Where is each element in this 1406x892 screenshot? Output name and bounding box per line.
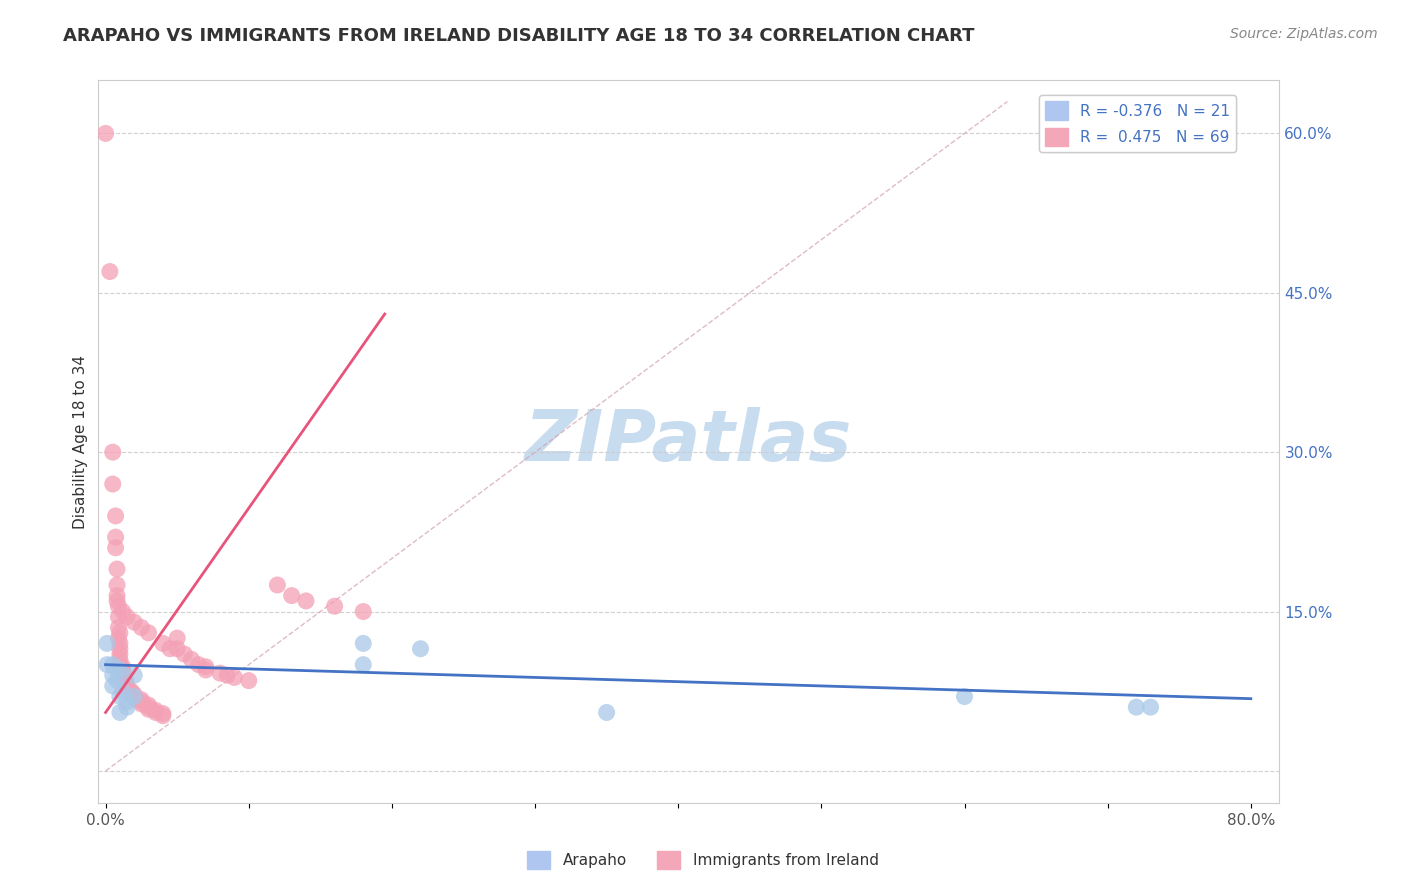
Point [96, 657, 118, 672]
Point [115, 695, 138, 709]
Point [145, 706, 167, 720]
Point [105, 594, 128, 608]
Point [101, 668, 124, 682]
Point [101, 657, 124, 672]
Point [953, 690, 976, 704]
Point [105, 562, 128, 576]
Point [108, 706, 131, 720]
Text: ARAPAHO VS IMMIGRANTS FROM IRELAND DISABILITY AGE 18 TO 34 CORRELATION CHART: ARAPAHO VS IMMIGRANTS FROM IRELAND DISAB… [63, 27, 974, 45]
Point [115, 610, 138, 624]
Y-axis label: Disability Age 18 to 34: Disability Age 18 to 34 [73, 354, 89, 529]
Point [180, 652, 202, 666]
Point [112, 670, 135, 684]
Point [131, 692, 153, 706]
Point [105, 589, 128, 603]
Point [352, 605, 374, 619]
Point [107, 599, 129, 614]
Point [138, 625, 160, 640]
Point [111, 663, 134, 677]
Point [595, 706, 617, 720]
Point [209, 666, 232, 681]
Point [108, 641, 131, 656]
Point [115, 681, 138, 695]
Point [108, 690, 131, 704]
Point [131, 620, 153, 634]
Point [101, 679, 124, 693]
Point [138, 700, 160, 714]
Point [1125, 700, 1147, 714]
Legend: Arapaho, Immigrants from Ireland: Arapaho, Immigrants from Ireland [522, 845, 884, 875]
Point [138, 702, 160, 716]
Point [323, 599, 346, 614]
Point [108, 636, 131, 650]
Point [194, 660, 217, 674]
Point [108, 657, 131, 672]
Point [122, 691, 145, 706]
Point [166, 631, 188, 645]
Point [1139, 700, 1161, 714]
Point [111, 666, 134, 681]
Point [101, 477, 124, 491]
Point [111, 605, 134, 619]
Point [266, 578, 288, 592]
Point [114, 675, 136, 690]
Point [238, 673, 260, 688]
Point [131, 695, 153, 709]
Point [122, 668, 145, 682]
Point [112, 668, 135, 682]
Text: ZIPatlas: ZIPatlas [526, 407, 852, 476]
Point [152, 708, 174, 723]
Point [352, 657, 374, 672]
Point [122, 615, 145, 630]
Point [96, 636, 118, 650]
Point [122, 687, 145, 701]
Point [280, 589, 302, 603]
Point [105, 578, 128, 592]
Point [122, 690, 145, 704]
Point [105, 663, 128, 677]
Point [107, 620, 129, 634]
Point [295, 594, 318, 608]
Point [152, 636, 174, 650]
Point [114, 673, 136, 688]
Point [131, 697, 153, 711]
Point [115, 679, 138, 693]
Point [115, 700, 138, 714]
Point [111, 684, 134, 698]
Point [187, 657, 209, 672]
Point [120, 684, 142, 698]
Point [108, 647, 131, 661]
Point [409, 641, 432, 656]
Point [145, 703, 167, 717]
Point [104, 508, 127, 523]
Point [166, 641, 188, 656]
Point [101, 445, 124, 459]
Point [173, 647, 195, 661]
Point [107, 610, 129, 624]
Legend: R = -0.376   N = 21, R =  0.475   N = 69: R = -0.376 N = 21, R = 0.475 N = 69 [1039, 95, 1236, 153]
Point [194, 663, 217, 677]
Point [159, 641, 181, 656]
Point [104, 530, 127, 544]
Point [224, 670, 246, 684]
Point [111, 660, 134, 674]
Text: Source: ZipAtlas.com: Source: ZipAtlas.com [1230, 27, 1378, 41]
Point [108, 625, 131, 640]
Point [98, 264, 121, 278]
Point [117, 683, 139, 698]
Point [152, 706, 174, 721]
Point [217, 668, 239, 682]
Point [120, 686, 142, 700]
Point [122, 690, 145, 704]
Point [108, 663, 131, 677]
Point [352, 636, 374, 650]
Point [138, 698, 160, 712]
Point [108, 652, 131, 666]
Point [105, 673, 128, 688]
Point [94, 127, 117, 141]
Point [107, 631, 129, 645]
Point [104, 541, 127, 555]
